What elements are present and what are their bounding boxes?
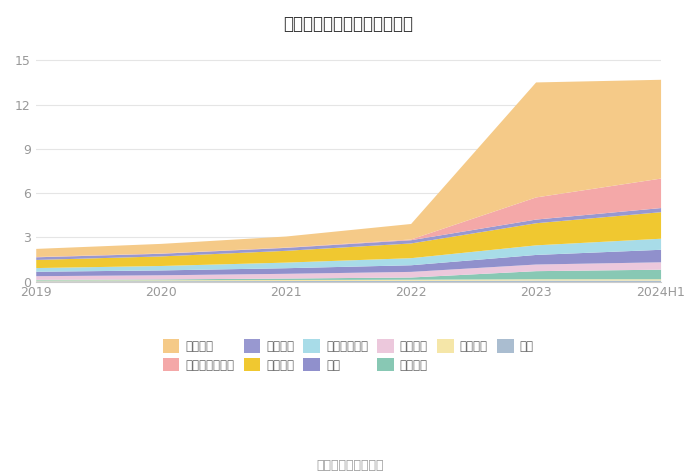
Title: 历年主要资产堆积图（亿元）: 历年主要资产堆积图（亿元） [283, 15, 413, 33]
Text: 数据来源：恒生聚源: 数据来源：恒生聚源 [316, 459, 384, 472]
Legend: 货币资金, 交易性金融资产, 应收票据, 应收账款, 应收款项融资, 存货, 固定资产, 在建工程, 无形资产, 其它: 货币资金, 交易性金融资产, 应收票据, 应收账款, 应收款项融资, 存货, 固… [158, 335, 538, 376]
